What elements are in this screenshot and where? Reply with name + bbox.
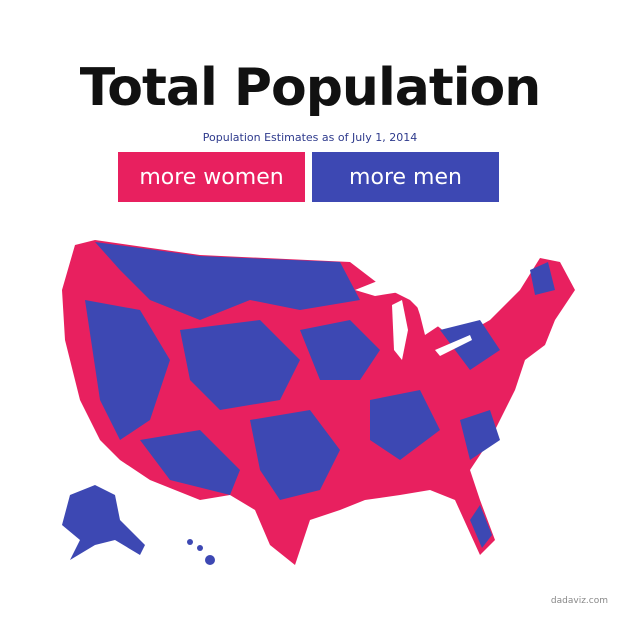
region bbox=[530, 262, 555, 295]
region bbox=[180, 320, 300, 410]
lake-erie bbox=[435, 335, 472, 356]
region bbox=[250, 410, 340, 500]
hawaii bbox=[187, 539, 193, 545]
region bbox=[470, 505, 492, 548]
alaska bbox=[62, 485, 145, 560]
legend-item: more men bbox=[312, 152, 499, 202]
lake-superior bbox=[355, 280, 410, 296]
lake-michigan bbox=[392, 300, 408, 360]
region bbox=[460, 410, 500, 460]
region bbox=[440, 320, 500, 370]
hawaii bbox=[197, 545, 203, 551]
region bbox=[85, 300, 170, 440]
region bbox=[140, 430, 240, 495]
subtitle: Population Estimates as of July 1, 2014 bbox=[202, 131, 418, 144]
credit: dadaviz.com bbox=[550, 596, 608, 606]
region bbox=[370, 390, 440, 460]
lake-huron bbox=[415, 300, 440, 335]
legend-item: more women bbox=[118, 152, 305, 202]
region bbox=[300, 320, 380, 380]
hawaii bbox=[205, 555, 215, 565]
title: Total Population bbox=[79, 58, 542, 118]
region bbox=[95, 242, 360, 320]
legend: more women more men bbox=[118, 152, 499, 202]
lakes bbox=[355, 280, 472, 360]
men-regions bbox=[62, 242, 555, 565]
